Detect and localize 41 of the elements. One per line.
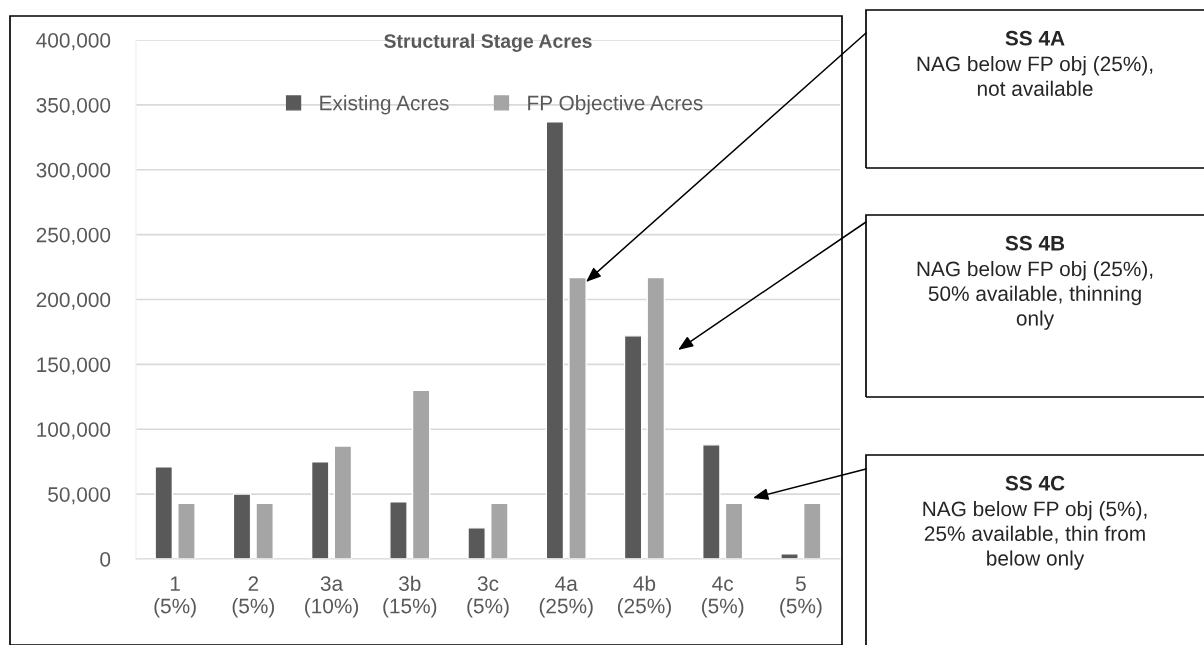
bar (623, 335, 643, 559)
y-tick-label: 150,000 (37, 357, 111, 375)
x-tick-label: 4c (5%) (701, 576, 744, 618)
y-tick-label: 400,000 (36, 33, 111, 51)
y-tick-label: 200,000 (36, 292, 111, 310)
chart-title: Structural Stage Acres (384, 33, 592, 52)
bar (568, 276, 587, 559)
legend-label: FP Objective Acres (528, 95, 703, 115)
bar (389, 501, 408, 559)
bar (411, 389, 431, 559)
x-tick-label: 4b (25%) (617, 575, 671, 618)
x-tick-label: 3a (10%) (305, 576, 359, 618)
x-tick-label: 5 (5%) (780, 576, 822, 618)
bar (333, 445, 353, 559)
x-tick-label: 4a (25%) (539, 576, 593, 618)
bar (255, 502, 274, 559)
text: SS 4B NAG below FP obj (25%), 50% available, thinning only (917, 235, 1153, 330)
y-tick-label: 300,000 (36, 162, 111, 180)
x-tick-label: 1 (5%) (154, 576, 196, 618)
bar (724, 502, 744, 559)
y-tick-label: 350,000 (36, 97, 111, 116)
bar (177, 502, 196, 559)
bar (545, 121, 565, 559)
x-tick-label: 3b (15%) (383, 575, 437, 618)
x-tick-label: 2 (5%) (232, 576, 275, 618)
bar (646, 276, 666, 559)
text: SS 4A NAG below FP obj (25%), not available (917, 30, 1153, 97)
bar (154, 466, 174, 559)
legend-label: Existing Acres (320, 95, 449, 115)
bar (310, 460, 330, 559)
y-tick-label: 50,000 (48, 487, 111, 505)
bar (490, 502, 509, 559)
bar (467, 527, 486, 559)
bar (702, 444, 721, 559)
y-tick-label: 100,000 (37, 422, 111, 440)
text: SS 4C NAG below FP obj (5%), 25% available, thin from below only (923, 475, 1147, 570)
x-tick-label: 3c (5%) (467, 576, 509, 618)
y-tick-label: 0 (100, 552, 111, 567)
y-tick-label: 250,000 (36, 227, 111, 245)
bar (802, 502, 822, 559)
bar (232, 493, 252, 559)
